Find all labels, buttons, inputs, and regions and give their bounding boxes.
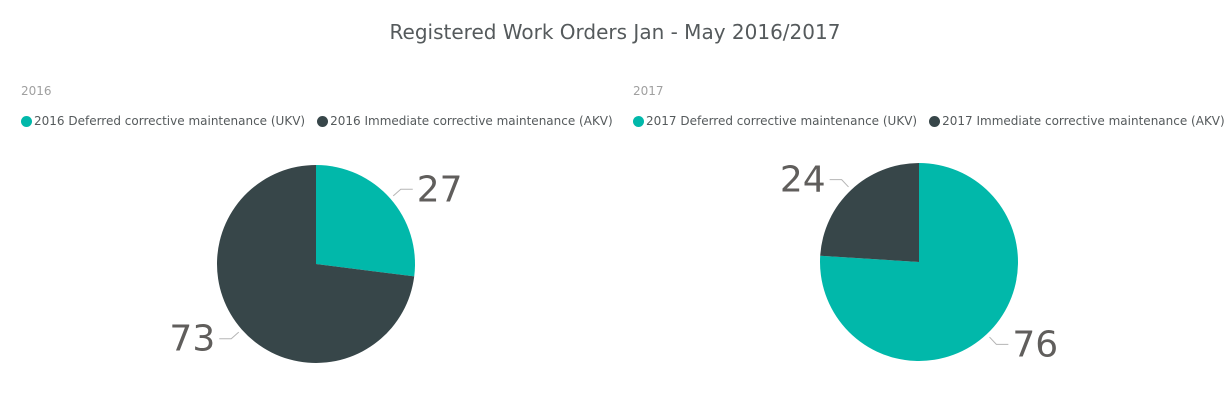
- legend-2017: 2017 Deferred corrective maintenance (UK…: [633, 114, 1225, 128]
- legend-2016: 2016 Deferred corrective maintenance (UK…: [21, 114, 613, 128]
- pie-slice-2016-0[interactable]: [316, 165, 415, 277]
- legend-swatch-icon: [929, 115, 941, 127]
- report-title: Registered Work Orders Jan - May 2016/20…: [389, 20, 841, 44]
- legend-label: 2016 Deferred corrective maintenance (UK…: [34, 114, 306, 128]
- pie-slice-2016-1[interactable]: [216, 165, 415, 363]
- data-label-2017-0: 76: [1012, 324, 1058, 365]
- data-label-2016-0: 27: [417, 169, 463, 210]
- leader-line-2017-0: [989, 336, 1009, 345]
- legend-label: 2017 Deferred corrective maintenance (UK…: [646, 114, 918, 128]
- chart-title-2017: 2017: [633, 84, 664, 98]
- legend-item-deferred-2016[interactable]: 2016 Deferred corrective maintenance (UK…: [21, 114, 305, 128]
- legend-label: 2016 Immediate corrective maintenance (A…: [330, 114, 613, 128]
- pie-svg-2016: 27 73: [169, 165, 463, 363]
- legend-label: 2017 Immediate corrective maintenance (A…: [942, 114, 1225, 128]
- legend-item-deferred-2017[interactable]: 2017 Deferred corrective maintenance (UK…: [633, 114, 917, 128]
- pie-chart-2016: 2016 2016 Deferred corrective maintenanc…: [0, 0, 613, 402]
- legend-swatch-icon: [21, 115, 32, 127]
- pie-svg-2017: 76 24: [780, 160, 1058, 366]
- pie-chart-2017: 2017 2017 Deferred corrective maintenanc…: [612, 0, 1225, 402]
- legend-swatch-icon: [317, 115, 329, 127]
- leader-line-2017-1: [829, 179, 849, 188]
- pie-slice-2017-1[interactable]: [820, 163, 919, 262]
- legend-item-immediate-2017[interactable]: 2017 Immediate corrective maintenance (A…: [929, 114, 1225, 128]
- legend-swatch-icon: [633, 115, 644, 127]
- data-label-2016-1: 73: [169, 319, 215, 360]
- legend-item-immediate-2016[interactable]: 2016 Immediate corrective maintenance (A…: [317, 114, 613, 128]
- data-label-2017-1: 24: [780, 160, 826, 201]
- leader-line-2016-0: [392, 188, 413, 197]
- leader-line-2016-1: [219, 331, 240, 340]
- chart-title-2016: 2016: [21, 84, 52, 98]
